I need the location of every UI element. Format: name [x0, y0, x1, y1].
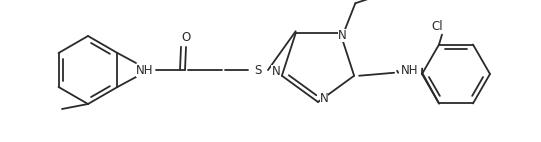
Text: NH: NH [136, 63, 154, 77]
Text: O: O [181, 31, 190, 43]
Text: N: N [272, 65, 280, 78]
Text: N: N [338, 29, 347, 42]
Text: Cl: Cl [431, 20, 443, 33]
Text: S: S [254, 63, 262, 77]
Text: NH: NH [400, 64, 418, 77]
Text: N: N [320, 91, 328, 105]
